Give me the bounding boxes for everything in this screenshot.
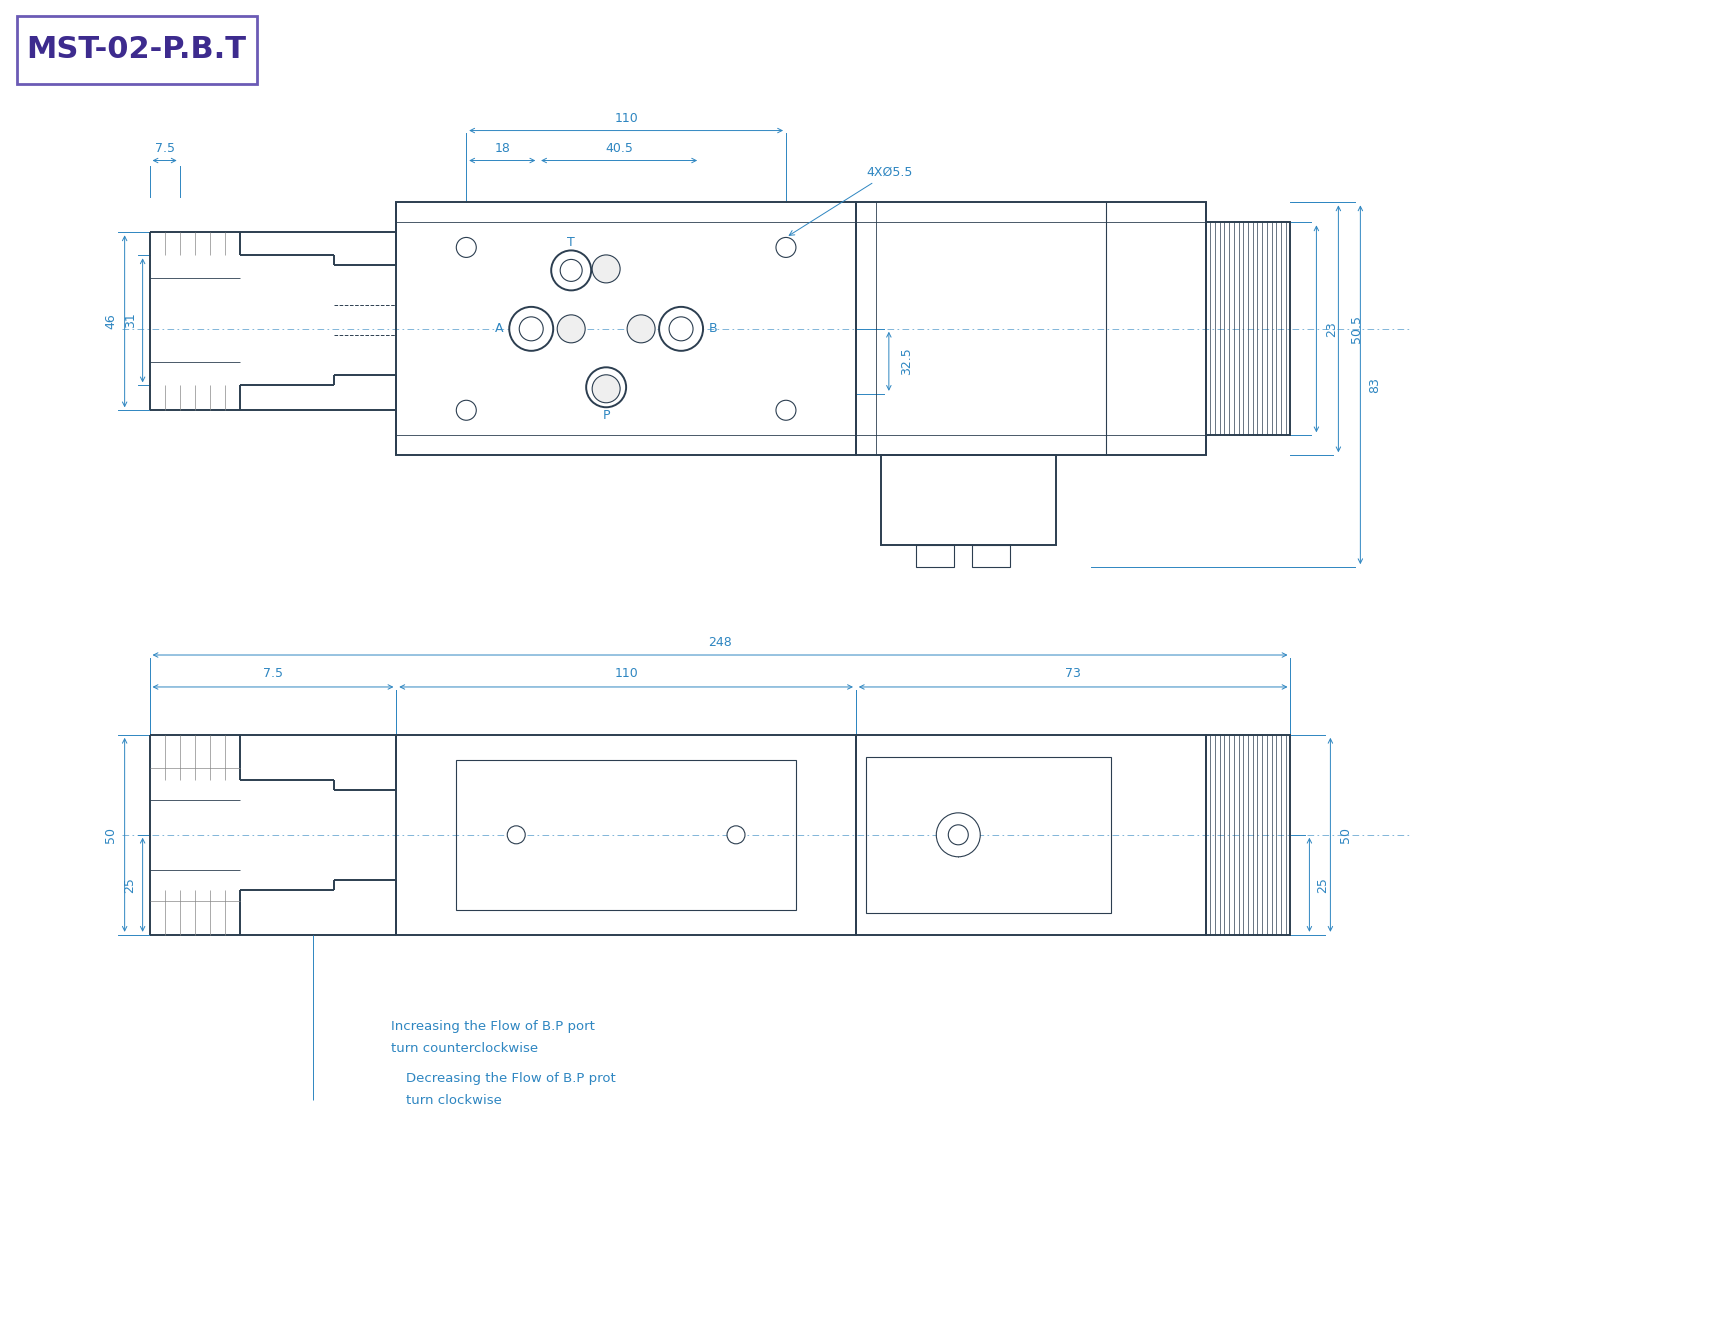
Text: 23: 23 bbox=[1325, 321, 1337, 337]
Text: Decreasing the Flow of B.P prot: Decreasing the Flow of B.P prot bbox=[406, 1072, 616, 1085]
Bar bbox=[1205, 735, 1291, 935]
Circle shape bbox=[560, 260, 582, 281]
Bar bbox=[866, 756, 1111, 912]
Text: 7.5: 7.5 bbox=[154, 143, 175, 154]
Circle shape bbox=[596, 376, 616, 399]
Text: 50: 50 bbox=[1339, 826, 1352, 842]
Bar bbox=[916, 545, 954, 568]
Bar bbox=[397, 735, 856, 935]
Text: 18: 18 bbox=[495, 143, 510, 154]
Circle shape bbox=[669, 317, 693, 341]
Circle shape bbox=[936, 813, 981, 857]
Text: 31: 31 bbox=[125, 313, 137, 329]
Text: 110: 110 bbox=[615, 112, 639, 125]
Text: 25: 25 bbox=[1317, 876, 1329, 892]
Text: 73: 73 bbox=[1065, 668, 1080, 681]
Circle shape bbox=[776, 400, 796, 420]
Circle shape bbox=[457, 400, 476, 420]
Circle shape bbox=[627, 315, 656, 343]
Circle shape bbox=[592, 255, 620, 282]
Text: 40.5: 40.5 bbox=[606, 143, 633, 154]
Circle shape bbox=[519, 317, 543, 341]
Circle shape bbox=[551, 251, 591, 290]
Bar bbox=[856, 735, 1205, 935]
Circle shape bbox=[728, 826, 745, 843]
Circle shape bbox=[508, 306, 553, 351]
Bar bbox=[397, 202, 856, 455]
Text: 50.5: 50.5 bbox=[1349, 315, 1363, 343]
Text: 83: 83 bbox=[1368, 376, 1382, 393]
Text: 7.5: 7.5 bbox=[264, 668, 282, 681]
Text: 248: 248 bbox=[709, 635, 733, 648]
Text: 46: 46 bbox=[104, 313, 116, 329]
Text: 4XØ5.5: 4XØ5.5 bbox=[789, 166, 912, 235]
Circle shape bbox=[659, 306, 704, 351]
Text: MST-02-P.B.T: MST-02-P.B.T bbox=[27, 36, 247, 65]
Circle shape bbox=[592, 375, 620, 403]
Bar bbox=[856, 202, 1205, 455]
Text: Increasing the Flow of B.P port: Increasing the Flow of B.P port bbox=[392, 1019, 596, 1032]
Text: 25: 25 bbox=[123, 876, 137, 892]
Text: P: P bbox=[603, 409, 609, 422]
Bar bbox=[1205, 223, 1291, 436]
Bar bbox=[17, 16, 257, 83]
Text: A: A bbox=[495, 322, 503, 335]
Bar bbox=[972, 545, 1010, 568]
Bar bbox=[882, 455, 1056, 545]
Circle shape bbox=[507, 826, 526, 843]
Circle shape bbox=[776, 238, 796, 257]
Text: B: B bbox=[709, 322, 717, 335]
Bar bbox=[457, 760, 796, 909]
Text: 32.5: 32.5 bbox=[901, 347, 912, 375]
Text: 50: 50 bbox=[104, 826, 116, 842]
Circle shape bbox=[948, 825, 969, 845]
Text: T: T bbox=[567, 236, 575, 249]
Circle shape bbox=[556, 315, 586, 343]
Circle shape bbox=[457, 238, 476, 257]
Text: turn clockwise: turn clockwise bbox=[406, 1093, 502, 1106]
Circle shape bbox=[586, 367, 627, 408]
Text: 110: 110 bbox=[615, 668, 639, 681]
Text: turn counterclockwise: turn counterclockwise bbox=[392, 1041, 539, 1055]
